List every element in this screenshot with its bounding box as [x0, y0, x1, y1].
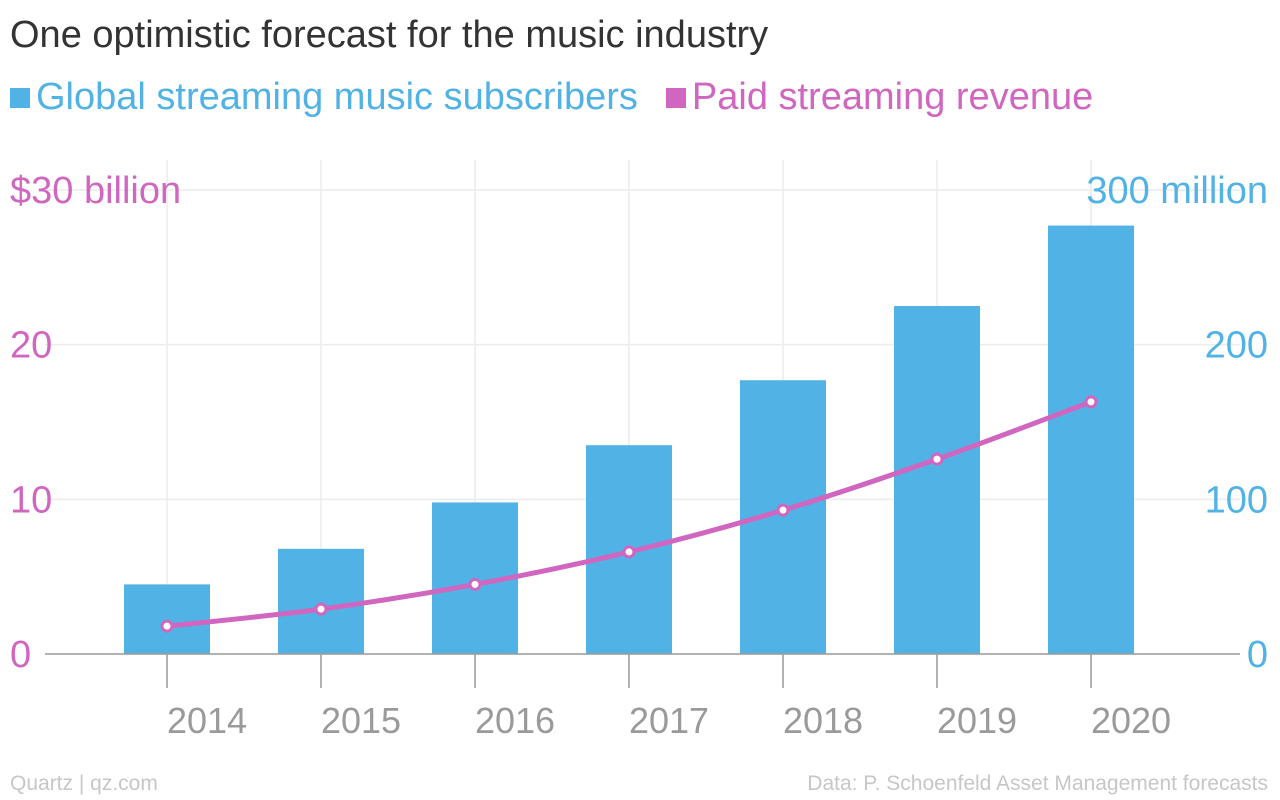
bar-subscribers-2020 — [1048, 225, 1134, 654]
legend-swatch-revenue — [665, 87, 686, 108]
legend-item-subscribers: Global streaming music subscribers — [10, 76, 638, 119]
revenue-point-2014 — [160, 619, 174, 633]
bar-subscribers-2019 — [894, 306, 980, 654]
right-axis-tick-label: 0 — [1247, 634, 1268, 676]
legend-swatch-subscribers — [10, 87, 30, 108]
left-axis-tick-label: 20 — [10, 325, 52, 367]
right-axis-tick-label: 300 million — [1086, 170, 1268, 212]
right-axis-tick-label: 200 — [1205, 325, 1268, 367]
legend-label-revenue: Paid streaming revenue — [691, 76, 1094, 118]
legend-label-subscribers: Global streaming music subscribers — [36, 76, 638, 118]
axes: 2014 2015 2016 2017 2018 2019 2020 0 10 20 $30 bil… — [10, 170, 1268, 741]
legend: Global streaming music subscribers Paid … — [10, 76, 1093, 119]
x-tick-label-2015: 2015 — [321, 700, 401, 741]
revenue-point-2015 — [314, 602, 328, 616]
revenue-line-group — [160, 395, 1098, 633]
bar-subscribers-2014 — [124, 584, 210, 654]
right-axis-tick-label: 100 — [1205, 479, 1268, 521]
revenue-point-2016 — [468, 577, 482, 591]
data-source: Data: P. Schoenfeld Asset Management for… — [807, 772, 1268, 795]
revenue-point-2018 — [776, 503, 790, 517]
bar-subscribers-2015 — [278, 548, 364, 654]
x-tick-label-2020: 2020 — [1091, 700, 1171, 741]
chart-title: One optimistic forecast for the music in… — [10, 14, 769, 56]
x-tick-label-2014: 2014 — [167, 700, 247, 741]
x-tick-label-2017: 2017 — [629, 700, 709, 741]
x-tick-label-2018: 2018 — [783, 700, 863, 741]
left-axis-tick-label: 0 — [10, 634, 31, 676]
x-tick-label-2019: 2019 — [937, 700, 1017, 741]
bars — [124, 225, 1134, 654]
revenue-point-2019 — [930, 452, 944, 466]
source-credit: Quartz | qz.com — [10, 772, 158, 795]
legend-item-revenue: Paid streaming revenue — [665, 76, 1094, 119]
left-axis-tick-label: $30 billion — [10, 170, 181, 212]
revenue-point-2020 — [1084, 395, 1098, 409]
revenue-point-2017 — [622, 545, 636, 559]
left-axis-tick-label: 10 — [10, 479, 52, 521]
x-tick-label-2016: 2016 — [475, 700, 555, 741]
